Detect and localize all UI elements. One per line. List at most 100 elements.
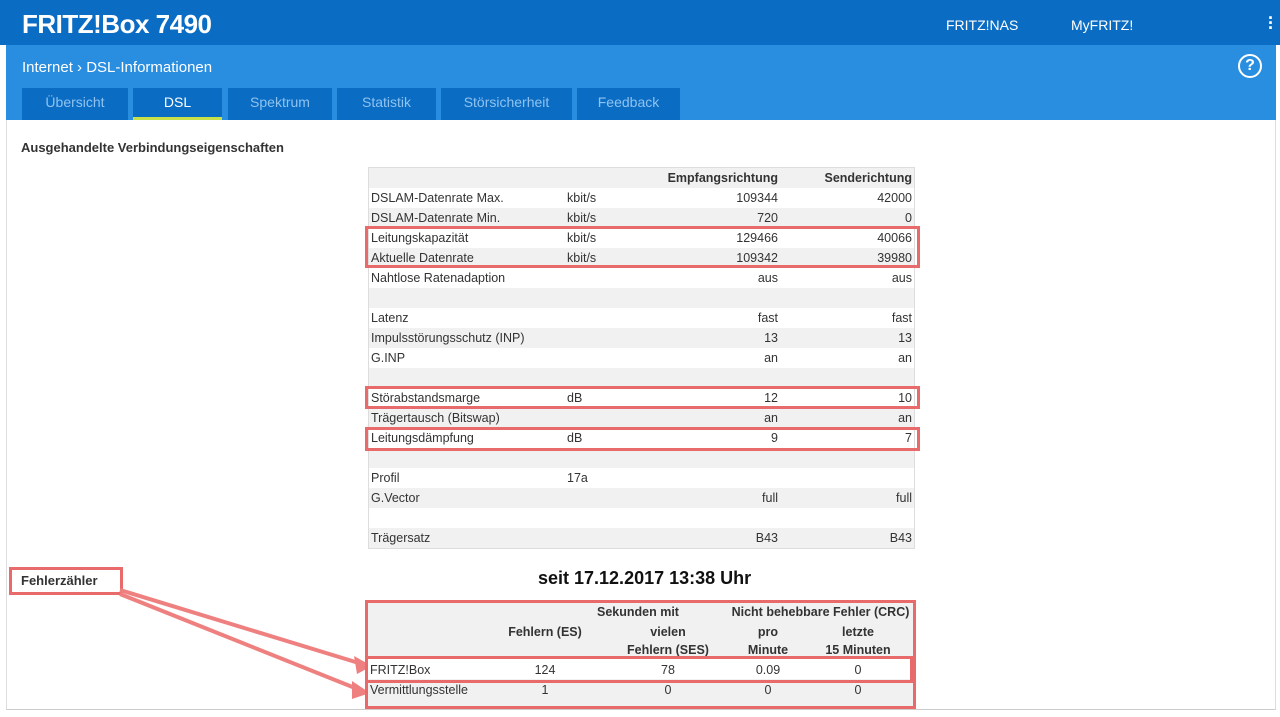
group-sekunden: Sekunden mit	[597, 605, 679, 619]
tab-uebersicht[interactable]: Übersicht	[22, 88, 128, 120]
row-label: G.Vector	[371, 491, 420, 505]
table-row	[369, 448, 914, 468]
row-empfang: an	[764, 411, 778, 425]
table-row: Profil 17a	[369, 468, 914, 488]
error-cell: 0	[764, 683, 772, 697]
row-empfang: 720	[757, 211, 778, 225]
row-unit: kbit/s	[567, 211, 597, 225]
row-empfang: 13	[764, 331, 778, 345]
table-row: G.INP an an	[369, 348, 914, 368]
row-sende: fast	[891, 311, 912, 325]
section-title: Ausgehandelte Verbindungseigenschaften	[21, 140, 284, 155]
error-counter-label: Fehlerzähler	[9, 567, 123, 595]
row-unit: kbit/s	[567, 251, 597, 265]
row-sende: 0	[905, 211, 912, 225]
header-sende: Senderichtung	[824, 171, 912, 185]
table-row: Latenz fast fast	[369, 308, 914, 328]
row-empfang: 109342	[736, 251, 778, 265]
error-counter-table: Sekunden mit Nicht behebbare Fehler (CRC…	[368, 601, 915, 708]
row-label: Trägersatz	[371, 531, 431, 545]
table-header: Empfangsrichtung Senderichtung	[369, 168, 914, 188]
breadcrumb-current: DSL-Informationen	[86, 59, 213, 76]
header-empfang: Empfangsrichtung	[667, 171, 778, 185]
error-cell: 0	[854, 663, 862, 677]
error-cell: 124	[534, 663, 556, 677]
highlight-box-rates	[365, 226, 920, 268]
row-empfang: an	[764, 351, 778, 365]
row-empfang: 12	[764, 391, 778, 405]
row-sende: an	[898, 411, 912, 425]
error-cell: 0	[854, 683, 862, 697]
tab-statistik[interactable]: Statistik	[337, 88, 436, 120]
col-ses-1: vielen	[650, 625, 686, 639]
row-label: Leitungsdämpfung	[371, 431, 474, 445]
link-fritznas[interactable]: FRITZ!NAS	[946, 17, 1019, 33]
row-sende: 39980	[877, 251, 912, 265]
row-label: DSLAM-Datenrate Min.	[371, 211, 501, 225]
tab-stoersicherheit[interactable]: Störsicherheit	[441, 88, 572, 120]
kebab-menu-icon[interactable]: · · ·	[1268, 8, 1274, 38]
row-empfang: 9	[771, 431, 778, 445]
top-bar	[0, 0, 1280, 45]
col-letzte-2: 15 Minuten	[825, 643, 891, 657]
row-unit: dB	[567, 431, 583, 445]
table-row: Störabstandsmarge dB 12 10	[369, 388, 914, 408]
row-label: Aktuelle Datenrate	[371, 251, 474, 265]
tab-spektrum[interactable]: Spektrum	[228, 88, 332, 120]
row-label: Latenz	[371, 311, 409, 325]
tab-feedback[interactable]: Feedback	[577, 88, 680, 120]
breadcrumb-parent[interactable]: Internet	[22, 59, 73, 76]
row-label: DSLAM-Datenrate Max.	[371, 191, 504, 205]
link-myfritz[interactable]: MyFRITZ!	[1071, 17, 1134, 33]
table-row: Aktuelle Datenrate kbit/s 109342 39980	[369, 248, 914, 268]
row-label: Leitungskapazität	[371, 231, 469, 245]
arrow-to-vermittlungsstelle	[119, 592, 361, 692]
col-pro-1: pro	[757, 625, 779, 639]
table-row: DSLAM-Datenrate Max. kbit/s 109344 42000	[369, 188, 914, 208]
brand-logo[interactable]: FRITZ!Box 7490	[22, 9, 212, 39]
col-es: Fehlern (ES)	[508, 625, 582, 639]
table-row: Leitungskapazität kbit/s 129466 40066	[369, 228, 914, 248]
row-empfang: 109344	[736, 191, 778, 205]
help-icon[interactable]: ?	[1238, 54, 1262, 78]
row-label: Störabstandsmarge	[371, 391, 481, 405]
table-row: Trägertausch (Bitswap) an an	[369, 408, 914, 428]
col-ses-2: Fehlern (SES)	[627, 643, 709, 657]
row-unit: kbit/s	[567, 231, 597, 245]
row-empfang: full	[762, 491, 778, 505]
row-unit: kbit/s	[567, 191, 597, 205]
table-row: Trägersatz B43 B43	[369, 528, 914, 548]
row-empfang: fast	[757, 311, 778, 325]
error-row-label: FRITZ!Box	[370, 663, 431, 677]
row-label: Profil	[371, 471, 400, 485]
tab-dsl[interactable]: DSL	[133, 88, 222, 120]
row-sende: 42000	[877, 191, 912, 205]
row-label: Trägertausch (Bitswap)	[371, 411, 500, 425]
row-sende: an	[898, 351, 912, 365]
row-sende: full	[896, 491, 912, 505]
arrow-to-fritzbox	[119, 588, 363, 666]
table-row	[369, 288, 914, 308]
breadcrumb: Internet › DSL-Informationen	[22, 59, 212, 76]
highlight-box-attenuation	[365, 427, 920, 451]
since-timestamp: seit 17.12.2017 13:38 Uhr	[538, 568, 752, 588]
row-sende: 7	[905, 431, 912, 445]
row-label: Impulsstörungsschutz (INP)	[371, 331, 525, 345]
row-label: Nahtlose Ratenadaption	[371, 271, 506, 285]
row-sende: B43	[889, 531, 912, 545]
highlight-box-snr	[365, 386, 920, 409]
error-cell: 0.09	[755, 663, 781, 677]
row-sende: 10	[898, 391, 912, 405]
row-empfang: B43	[755, 531, 778, 545]
row-empfang: 129466	[736, 231, 778, 245]
error-row-label: Vermittlungsstelle	[370, 683, 468, 697]
highlight-box-errors	[365, 600, 916, 709]
row-sende: 13	[898, 331, 912, 345]
group-crc: Nicht behebbare Fehler (CRC)	[731, 605, 910, 619]
error-cell: 0	[664, 683, 672, 697]
col-letzte-1: letzte	[842, 625, 874, 639]
row-sende: aus	[891, 271, 912, 285]
chevron-right-icon: ›	[77, 59, 83, 76]
row-sende: 40066	[877, 231, 912, 245]
col-pro-2: Minute	[747, 643, 789, 657]
